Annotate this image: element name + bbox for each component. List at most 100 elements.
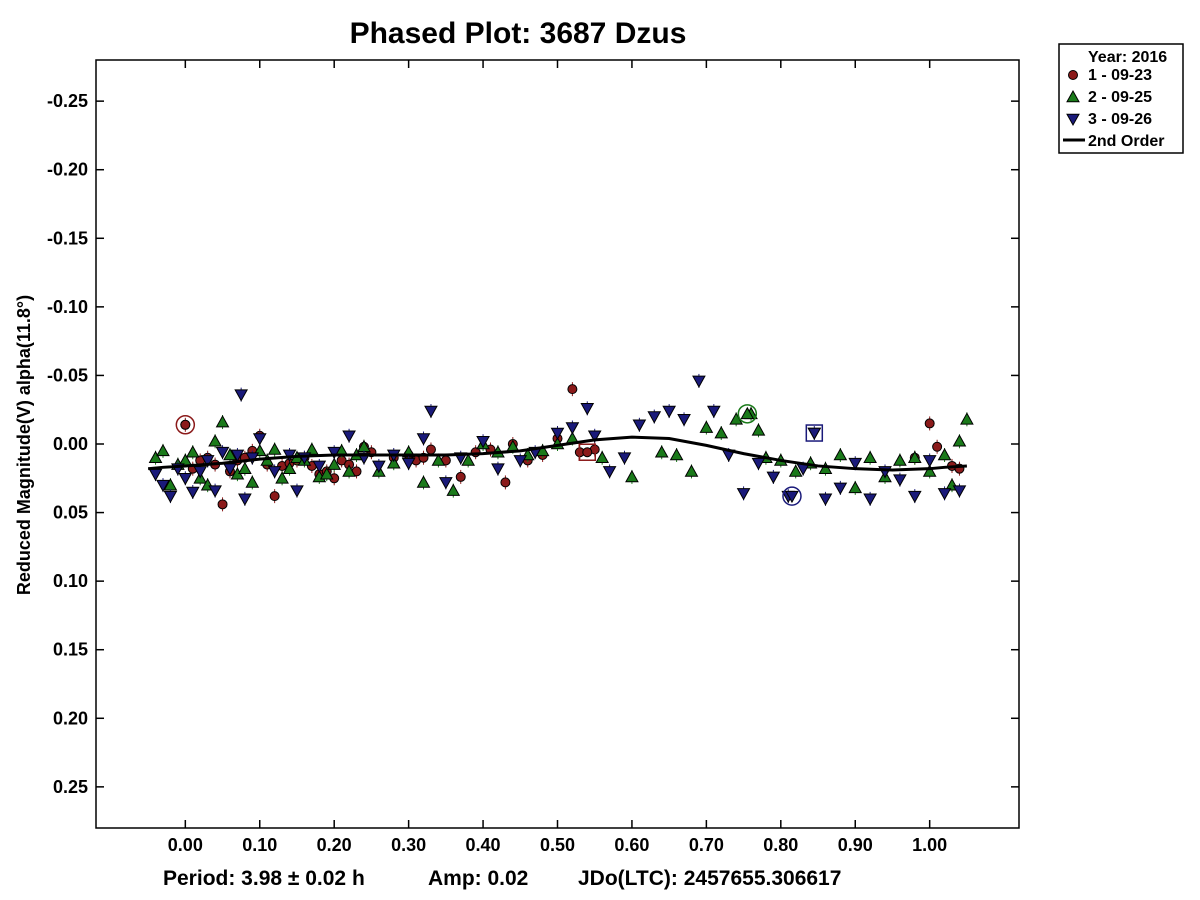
- data-point-series-3: [848, 457, 863, 471]
- legend-box: [1058, 43, 1184, 154]
- data-point-series-3: [438, 477, 453, 490]
- chart-title: Phased Plot: 3687 Dzus: [350, 17, 687, 50]
- data-point-series-3: [632, 419, 647, 432]
- x-tick-label: 0.60: [614, 835, 649, 855]
- y-tick-label: 0.00: [53, 434, 88, 454]
- y-axis-ticks: -0.25 -0.20 -0.15 -0.10 -0.05 0.00 0.05 0.10 0.1…: [47, 91, 1019, 797]
- data-point-series-2: [223, 447, 237, 461]
- data-point-series-2: [684, 464, 699, 477]
- x-tick-label: 0.90: [838, 835, 873, 855]
- data-points: [148, 373, 974, 512]
- data-point-series-2: [148, 450, 163, 464]
- legend-marker-series-3: [1066, 113, 1080, 127]
- y-tick-label: -0.25: [47, 91, 88, 111]
- data-point-series-2: [461, 453, 476, 466]
- data-point-series-1: [924, 418, 935, 429]
- data-point-series-2: [937, 447, 952, 461]
- data-point-series-3: [692, 375, 706, 388]
- x-tick-label: 0.20: [317, 835, 352, 855]
- legend-marker-series-1: [1068, 70, 1078, 80]
- x-tick-label: 0.50: [540, 835, 575, 855]
- data-point-series-3: [662, 405, 677, 419]
- highlight-point: [180, 419, 191, 430]
- data-point-series-3: [230, 449, 245, 463]
- data-point-series-3: [401, 457, 416, 471]
- highlight-point: [582, 447, 593, 458]
- y-tick-label: 0.15: [53, 640, 88, 660]
- x-tick-label: 0.30: [391, 835, 426, 855]
- data-point-series-2: [342, 464, 356, 477]
- data-point-series-3: [416, 433, 431, 446]
- data-point-series-1: [425, 444, 436, 455]
- legend-title: Year: 2016: [1088, 49, 1167, 66]
- data-point-series-3: [163, 490, 178, 504]
- data-point-series-1: [500, 477, 511, 488]
- data-point-series-3: [238, 493, 252, 506]
- footer-period: Period: 3.98 ± 0.02 h: [163, 867, 365, 890]
- x-tick-label: 1.00: [912, 835, 947, 855]
- data-point-series-1: [932, 441, 943, 452]
- highlight-ring: [782, 486, 802, 506]
- highlight-ring: [737, 404, 758, 424]
- highlight-point: [740, 406, 755, 420]
- y-tick-label: 0.20: [53, 708, 88, 728]
- data-point-series-2: [669, 447, 684, 461]
- data-point-series-2: [714, 425, 729, 439]
- data-point-series-2: [595, 450, 610, 464]
- data-point-series-3: [267, 466, 282, 479]
- data-point-series-3: [833, 482, 848, 495]
- data-point-series-3: [185, 486, 200, 500]
- data-point-series-3: [372, 460, 386, 473]
- legend-entries: 1 - 09-23 2 - 09-25 3 - 09-26 2nd Order: [1063, 67, 1164, 150]
- data-point-series-2: [848, 480, 863, 494]
- data-point-series-3: [148, 468, 163, 482]
- data-point-series-3: [156, 479, 170, 493]
- x-tick-label: 0.70: [689, 835, 724, 855]
- data-point-series-3: [647, 411, 662, 424]
- y-tick-label: -0.15: [47, 228, 88, 248]
- legend-label-series-2: 2 - 09-25: [1088, 89, 1152, 106]
- data-point-series-2: [788, 464, 803, 477]
- highlight-ring: [175, 415, 196, 435]
- data-point-series-1: [455, 471, 466, 482]
- y-tick-label: 0.25: [53, 777, 88, 797]
- data-point-series-3: [863, 493, 877, 506]
- data-point-series-2: [863, 450, 877, 464]
- data-point-series-3: [587, 430, 602, 443]
- data-point-series-2: [319, 467, 334, 480]
- data-point-series-1: [269, 491, 280, 502]
- data-point-series-3: [215, 446, 230, 460]
- data-point-series-3: [580, 403, 595, 416]
- data-point-series-2: [751, 423, 766, 436]
- x-tick-label: 0.10: [242, 835, 277, 855]
- data-point-series-3: [200, 455, 215, 468]
- data-point-series-2: [305, 442, 319, 455]
- data-point-series-2: [893, 453, 907, 466]
- data-point-series-3: [818, 493, 833, 506]
- y-tick-label: -0.10: [47, 297, 88, 317]
- highlight-point: [807, 427, 822, 441]
- data-point-series-2: [922, 464, 937, 477]
- data-point-series-3: [893, 474, 907, 487]
- highlighted-points: [175, 404, 824, 506]
- highlight-box: [578, 443, 597, 461]
- data-point-series-2: [156, 443, 170, 457]
- data-point-series-3: [513, 455, 528, 468]
- data-point-series-3: [290, 485, 304, 498]
- data-point-series-3: [327, 446, 342, 460]
- data-point-series-2: [416, 475, 431, 488]
- x-tick-label: 0.80: [763, 835, 798, 855]
- x-tick-label: 0.40: [466, 835, 501, 855]
- data-point-series-2: [386, 456, 401, 469]
- data-point-series-2: [625, 469, 639, 483]
- data-point-series-3: [677, 414, 691, 427]
- data-point-series-3: [252, 433, 267, 446]
- data-point-series-3: [706, 405, 721, 419]
- data-point-series-2: [431, 453, 446, 466]
- data-point-series-2: [282, 461, 297, 474]
- data-point-series-2: [215, 415, 230, 428]
- data-point-series-3: [952, 485, 967, 498]
- data-point-series-2: [327, 457, 342, 470]
- data-point-series-2: [952, 434, 967, 447]
